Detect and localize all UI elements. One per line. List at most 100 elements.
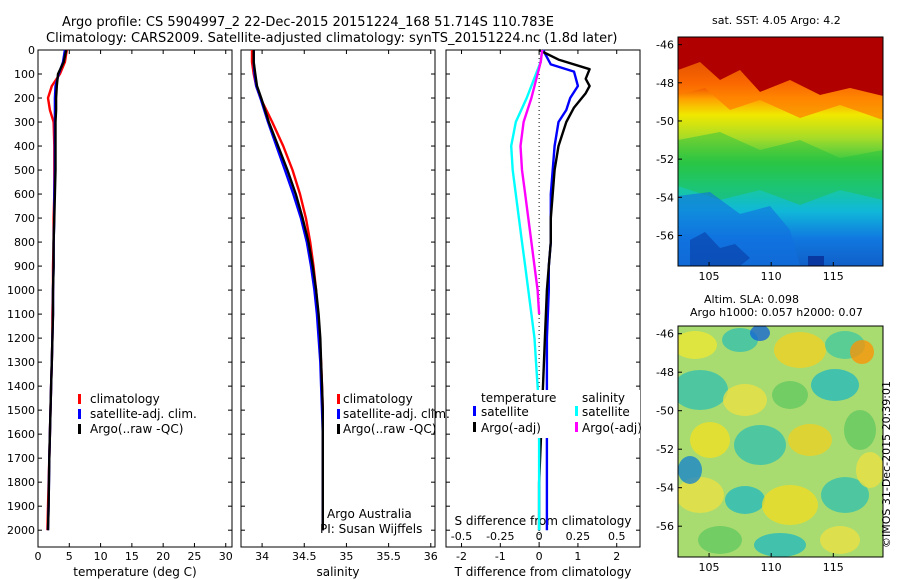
y-tick-label: -56 — [656, 520, 674, 533]
s-diff-axis-label: S difference from climatology — [455, 514, 632, 528]
x-tick-label: 20 — [156, 550, 170, 563]
x-tick-label: 0 — [35, 550, 42, 563]
sla-heatmap-blob — [678, 370, 728, 410]
sla-heatmap-blob — [723, 384, 767, 416]
x-tick-label: 35 — [339, 550, 353, 563]
legend-label-argo: Argo(..raw -QC) — [343, 422, 436, 436]
x-tick-label: -2 — [456, 550, 467, 563]
sla-heatmap-blob — [678, 331, 717, 359]
sla-heatmap-blob — [734, 425, 786, 465]
legend-swatch-satellite — [337, 409, 340, 419]
y-tick-label: 1900 — [7, 500, 35, 513]
y-tick-label: -52 — [656, 443, 674, 456]
x-tick-label: 15 — [125, 550, 139, 563]
y-tick-label: 0 — [28, 44, 35, 57]
x-tick-label: 35.5 — [376, 550, 401, 563]
legend-label-argo: Argo(..raw -QC) — [90, 422, 183, 436]
legend-title-salinity: salinity — [582, 391, 625, 405]
y-tick-label: -52 — [656, 153, 674, 166]
x-tick-label: -1 — [495, 550, 506, 563]
sla-map: Altim. SLA: 0.098 Argo h1000: 0.057 h200… — [656, 293, 884, 574]
y-tick-label: 100 — [14, 68, 35, 81]
legend-label-satellite: satellite-adj. clim. — [343, 407, 450, 421]
sla-heatmap-blob — [725, 486, 765, 514]
sla-heatmap-blob — [772, 381, 808, 409]
x-tick-label: 110 — [761, 270, 782, 283]
y-tick-label: 900 — [14, 260, 35, 273]
y-tick-label: 1100 — [7, 308, 35, 321]
y-tick-label: -50 — [656, 405, 674, 418]
y-tick-label: 1400 — [7, 380, 35, 393]
imos-stamp: ©IMOS 31-Dec-2015 20:39:01 — [880, 381, 893, 548]
sla-map-subtitle: Argo h1000: 0.057 h2000: 0.07 — [690, 306, 863, 319]
difference-plot: -2 -1 0 1 2 T difference from climatology -0.5… — [446, 48, 640, 579]
series-line-argo-raw-qc — [252, 50, 324, 531]
y-tick-label: -56 — [656, 229, 674, 242]
y-tick-label: 1000 — [7, 284, 35, 297]
legend-title-temperature: temperature — [481, 391, 556, 405]
x-tick-label: 36 — [424, 550, 438, 563]
legend-label-temp-argo: Argo(-adj) — [481, 421, 541, 435]
y-tick-label: 300 — [14, 116, 35, 129]
sla-heatmap-blob — [678, 456, 702, 484]
header-line-2: Climatology: CARS2009. Satellite-adjuste… — [46, 31, 618, 46]
sst-heatmap-orange-band — [678, 62, 883, 120]
legend-label-climatology: climatology — [343, 392, 413, 406]
y-tick-label: -48 — [656, 366, 674, 379]
x-tick-label: 2 — [613, 550, 620, 563]
sla-map-frame — [677, 325, 884, 558]
legend-swatch-climatology — [78, 394, 81, 404]
legend-swatch-temp-argo — [473, 422, 476, 432]
sla-heatmap-blob — [750, 326, 770, 341]
sla-heatmap-blob — [690, 422, 730, 458]
y-tick-label: 800 — [14, 236, 35, 249]
credit-pi: PI: Susan Wijffels — [320, 522, 422, 536]
s-diff-tick-label: 0 — [536, 530, 543, 543]
x-tick-label: 115 — [823, 270, 844, 283]
x-tick-label: 105 — [699, 561, 720, 574]
temperature-plot: 0100200300400500600700800900100011001200… — [7, 44, 233, 579]
difference-legend: temperature salinity satellite Argo(-adj… — [473, 390, 642, 438]
legend-swatch-argo — [337, 424, 340, 434]
sla-heatmap-blob — [678, 477, 724, 513]
sst-heatmap-dark-patch — [690, 232, 750, 266]
x-tick-label: 115 — [823, 561, 844, 574]
sst-map: sat. SST: 4.05 Argo: 4.2 105 110 115 -46 -48… — [656, 14, 884, 283]
y-tick-label: -50 — [656, 115, 674, 128]
x-tick-label: 105 — [699, 270, 720, 283]
series-line-argo-raw-qc — [46, 49, 68, 531]
y-tick-label: 1800 — [7, 476, 35, 489]
sst-heatmap-green-patch — [678, 132, 883, 205]
temperature-plot-frame — [37, 49, 233, 548]
legend-label-satellite: satellite-adj. clim. — [90, 407, 197, 421]
x-tick-label: 25 — [187, 550, 201, 563]
legend-swatch-satellite — [78, 409, 81, 419]
sla-heatmap-blob — [850, 340, 874, 364]
sla-heatmap-blob — [754, 533, 806, 557]
s-diff-tick-label: -0.5 — [451, 530, 472, 543]
sla-heatmap-blob — [698, 526, 742, 554]
sla-heatmap-blob — [821, 477, 869, 513]
y-tick-label: 1500 — [7, 404, 35, 417]
y-tick-label: 1700 — [7, 452, 35, 465]
y-tick-label: 1300 — [7, 356, 35, 369]
x-tick-label: 34 — [255, 550, 269, 563]
sst-map-title: sat. SST: 4.05 Argo: 4.2 — [712, 14, 841, 27]
x-tick-label: 110 — [761, 561, 782, 574]
sla-heatmap-blob — [788, 424, 832, 456]
y-tick-label: 500 — [14, 164, 35, 177]
legend-swatch-sal-argo — [575, 422, 578, 432]
sla-heatmap-blob — [820, 526, 860, 554]
y-tick-label: 400 — [14, 140, 35, 153]
sst-heatmap-dark-spot — [808, 256, 824, 266]
sla-heatmap-blob — [856, 452, 883, 488]
legend-label-sal-argo: Argo(-adj) — [582, 421, 642, 435]
x-axis-label: salinity — [316, 565, 359, 579]
x-tick-label: 1 — [574, 550, 581, 563]
sla-heatmap-blob — [762, 485, 818, 525]
x-axis-label: temperature (deg C) — [73, 565, 196, 579]
x-axis-label: T difference from climatology — [454, 565, 632, 579]
s-diff-tick-label: 0.5 — [608, 530, 626, 543]
s-diff-tick-label: 0.25 — [566, 530, 591, 543]
